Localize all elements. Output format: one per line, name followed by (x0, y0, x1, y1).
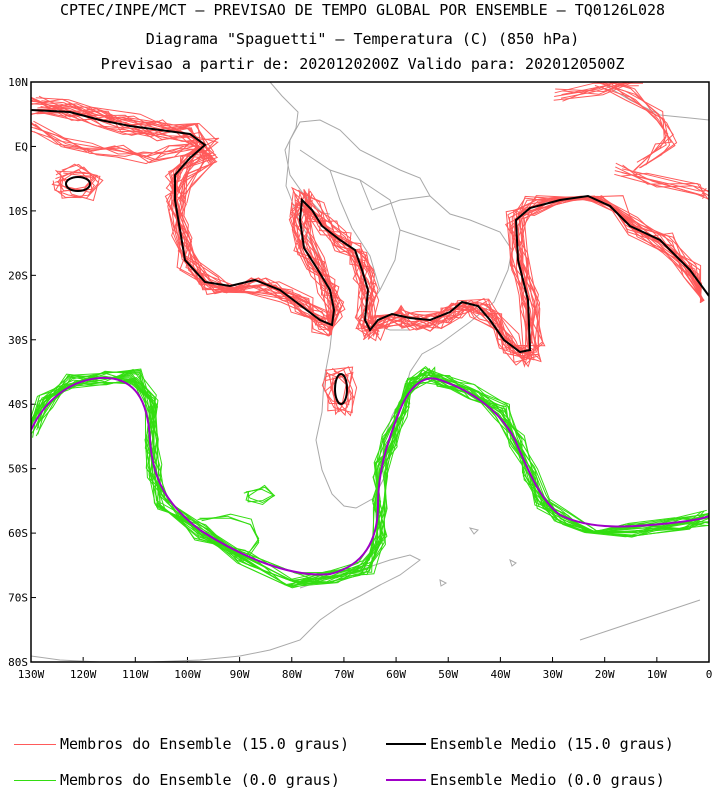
title-line-3: Previsao a partir de: 2020120200Z Valido… (100, 55, 625, 73)
member-0-contour (31, 375, 705, 589)
legend-members-0: Membros do Ensemble (0.0 graus) (14, 771, 340, 789)
lat-label: 80S (8, 656, 28, 669)
lon-label: 110W (122, 668, 149, 681)
legend-members-0-swatch (14, 779, 56, 781)
lon-label: 10W (647, 668, 667, 681)
member-15-contour (31, 96, 705, 347)
member-15-contour (608, 82, 674, 172)
member-15-contour (31, 126, 218, 205)
ensemble-mean-0-contours (31, 376, 709, 576)
lon-label: 60W (386, 668, 406, 681)
legend-members-0-label: Membros do Ensemble (0.0 graus) (60, 771, 340, 789)
members-15-contours (31, 82, 709, 417)
member-15-contour (40, 106, 703, 365)
member-0-contour (243, 486, 276, 504)
lon-label: 50W (438, 668, 458, 681)
mean-15-andes-loop (334, 373, 348, 405)
lon-label: 40W (490, 668, 510, 681)
mean-0-contour (31, 376, 709, 576)
member-15-contour (615, 166, 709, 197)
mean-15-atlantic (363, 194, 709, 354)
title-line-2: Diagrama "Spaguetti" — Temperatura (C) (… (145, 30, 580, 48)
map-frame (30, 81, 710, 663)
member-15-contour (37, 101, 704, 361)
ensemble-mean-15-contours (31, 109, 709, 405)
legend-members-15-label: Membros do Ensemble (15.0 graus) (60, 735, 349, 753)
member-15-contour (560, 82, 629, 99)
mean-15-pacific (31, 109, 369, 327)
member-15-contour (562, 82, 621, 102)
member-15-contour (324, 370, 350, 406)
lat-label: 70S (8, 592, 28, 605)
lat-label: 20S (8, 269, 28, 282)
lat-label: 60S (8, 527, 28, 540)
member-15-contour (59, 172, 94, 193)
member-0-contour (247, 484, 275, 503)
member-15-contour (41, 100, 702, 366)
antarctica-east-coast (579, 599, 701, 641)
legend-mean-0: Ensemble Medio (0.0 graus) (386, 771, 665, 789)
member-15-contour (595, 82, 667, 163)
member-0-contour (31, 366, 707, 584)
member-0-contour (245, 488, 275, 506)
lon-label: 70W (334, 668, 354, 681)
member-15-contour (31, 98, 702, 368)
member-15-contour (31, 109, 703, 353)
member-15-contour (51, 169, 95, 193)
north-america-coast (269, 82, 331, 215)
ensemble-map: 10N EQ 10S 20S 30S 40S 50S 60S 70S 80S 130W 120W 11… (8, 76, 713, 681)
lon-label: 120W (70, 668, 97, 681)
member-0-contour (201, 513, 260, 560)
legend-mean-0-swatch (386, 779, 426, 781)
lat-label: EQ (15, 140, 28, 153)
latitude-ticks: 10N EQ 10S 20S 30S 40S 50S 60S 70S 80S (8, 76, 36, 669)
mean-15-pacific-loop (65, 176, 91, 192)
lon-label: 100W (174, 668, 201, 681)
lon-label: 0 (706, 668, 713, 681)
lon-label: 30W (543, 668, 563, 681)
antarctic-islands (439, 559, 517, 587)
lat-label: 10S (8, 205, 28, 218)
lat-label: 10N (8, 76, 28, 89)
member-15-contour (39, 111, 703, 364)
antarctica-coast (31, 554, 421, 662)
member-15-contour (329, 366, 358, 417)
title-line-1: CPTEC/INPE/MCT — PREVISAO DE TEMPO GLOBA… (59, 1, 666, 19)
member-15-contour (615, 162, 707, 196)
continent-outlines (31, 82, 709, 662)
legend-mean-15-label: Ensemble Medio (15.0 graus) (430, 735, 674, 753)
longitude-ticks: 130W 120W 110W 100W 90W 80W 70W 60W 50W 40W 30W 20W… (18, 657, 713, 681)
members-0-contours (31, 365, 709, 589)
lon-label: 80W (282, 668, 302, 681)
legend-mean-0-label: Ensemble Medio (0.0 graus) (430, 771, 665, 789)
legend-members-15: Membros do Ensemble (15.0 graus) (14, 735, 349, 753)
member-0-contour (31, 375, 709, 581)
lon-label: 90W (230, 668, 250, 681)
member-15-contour (38, 95, 703, 362)
member-15-contour (621, 168, 709, 193)
lat-label: 40S (8, 398, 28, 411)
member-15-contour (31, 123, 206, 207)
member-15-contour (554, 82, 617, 97)
member-0-contour (38, 367, 702, 582)
member-15-contour (602, 82, 676, 169)
member-15-contour (31, 106, 703, 354)
lat-label: 30S (8, 334, 28, 347)
legend-mean-15: Ensemble Medio (15.0 graus) (386, 735, 674, 753)
south-america-coast (285, 119, 513, 509)
legend-mean-15-swatch (386, 743, 426, 745)
lat-label: 50S (8, 463, 28, 476)
member-15-contour (561, 82, 632, 95)
member-15-contour (60, 166, 100, 199)
south-georgia (468, 527, 479, 535)
legend-members-15-swatch (14, 743, 56, 745)
member-15-contour (622, 164, 709, 200)
south-america-borders (299, 149, 461, 331)
member-15-contour (52, 163, 104, 199)
lon-label: 130W (18, 668, 45, 681)
lon-label: 20W (595, 668, 615, 681)
